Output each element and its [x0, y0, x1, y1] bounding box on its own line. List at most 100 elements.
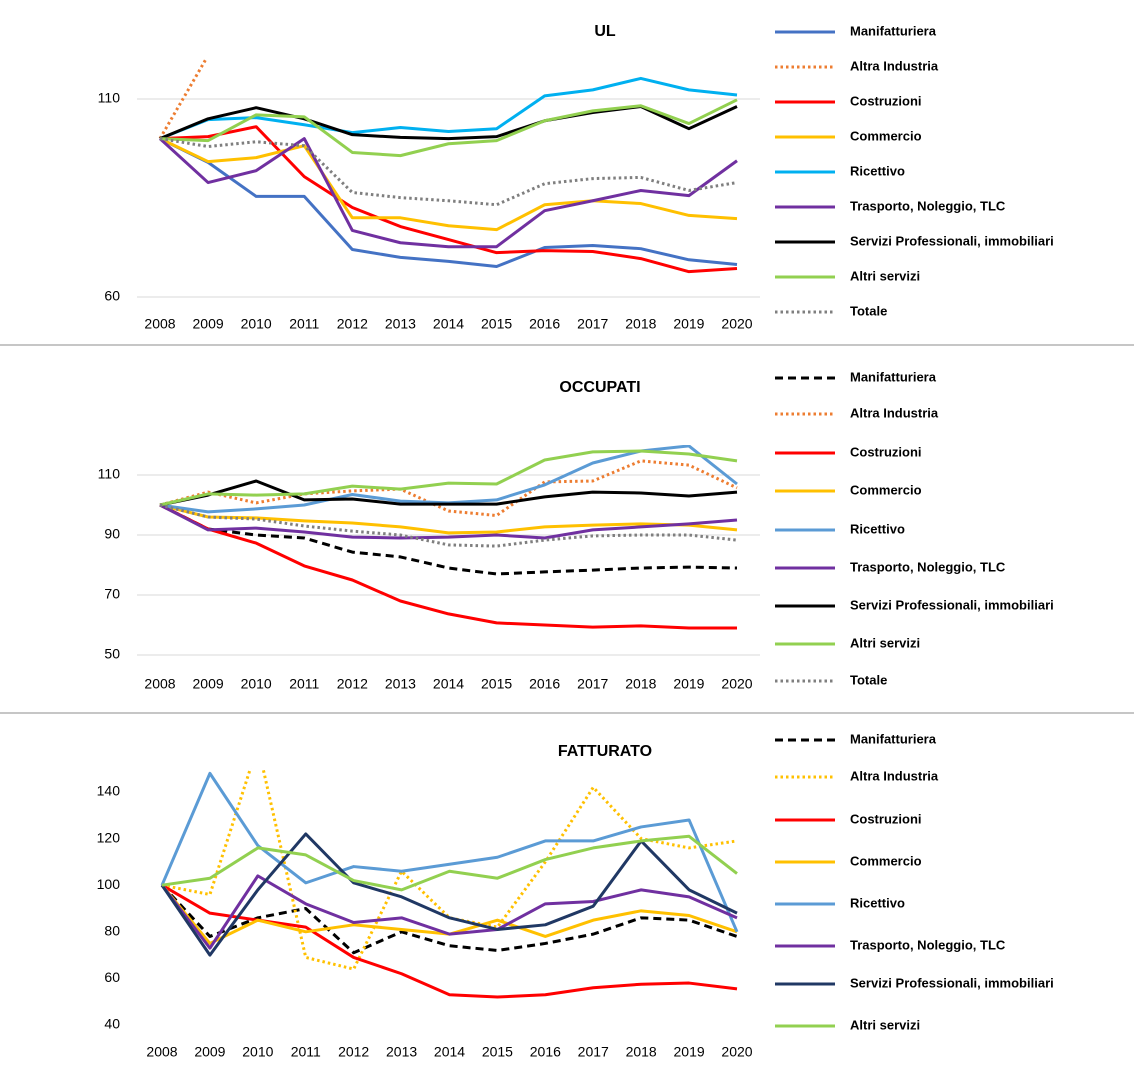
legend-label: Ricettivo [850, 521, 905, 536]
series-line [161, 834, 738, 892]
series-line [159, 137, 738, 232]
legend-label: Altra Industria [850, 405, 939, 420]
y-tick-label: 90 [104, 526, 120, 542]
legend-label: Servizi Professionali, immobiliari [850, 597, 1054, 612]
series-line [159, 125, 738, 274]
legend-label: Totale [850, 303, 887, 318]
legend-label: Commercio [850, 482, 922, 497]
x-tick-label: 2014 [434, 1044, 465, 1060]
x-tick-label: 2016 [529, 316, 560, 332]
legend-label: Altri servizi [850, 268, 920, 283]
series-line [160, 884, 738, 955]
legend-label: Costruzioni [850, 93, 922, 108]
x-tick-label: 2014 [433, 316, 464, 332]
legend-label: Altri servizi [850, 635, 920, 650]
legend-label: Costruzioni [850, 444, 922, 459]
series-line [158, 137, 738, 249]
series-line [159, 503, 737, 630]
y-tick-label: 140 [97, 783, 121, 799]
series-line [159, 105, 738, 141]
x-tick-label: 2020 [721, 676, 752, 692]
x-tick-label: 2014 [433, 676, 464, 692]
x-tick-label: 2008 [144, 676, 175, 692]
x-tick-label: 2015 [482, 1044, 513, 1060]
legend-label: Altri servizi [850, 1017, 920, 1032]
legend-label: Trasporto, Noleggio, TLC [850, 937, 1006, 952]
legend-label: Totale [850, 672, 887, 687]
x-tick-label: 2009 [193, 676, 224, 692]
x-tick-label: 2018 [625, 676, 656, 692]
x-tick-label: 2009 [194, 1044, 225, 1060]
x-tick-label: 2010 [241, 316, 272, 332]
chart-title: UL [594, 23, 616, 40]
legend-label: Altra Industria [850, 58, 939, 73]
x-tick-label: 2017 [577, 676, 608, 692]
series-line [160, 874, 738, 950]
y-tick-label: 100 [97, 876, 121, 892]
x-tick-label: 2008 [144, 316, 175, 332]
x-tick-label: 2011 [289, 676, 319, 692]
series-line [159, 503, 738, 535]
x-tick-label: 2018 [626, 1044, 657, 1060]
y-tick-label: 40 [104, 1016, 120, 1032]
legend-label: Costruzioni [850, 811, 922, 826]
x-tick-label: 2011 [289, 316, 319, 332]
y-tick-label: 50 [104, 646, 120, 662]
legend-label: Ricettivo [850, 163, 905, 178]
legend-label: Trasporto, Noleggio, TLC [850, 559, 1006, 574]
series-line [159, 459, 738, 517]
x-tick-label: 2012 [337, 676, 368, 692]
y-tick-label: 70 [104, 586, 120, 602]
x-tick-label: 2013 [386, 1044, 417, 1060]
y-tick-label: 60 [104, 969, 120, 985]
x-tick-label: 2019 [674, 1044, 705, 1060]
series-line [159, 137, 738, 269]
series-line [159, 479, 738, 507]
series-line [159, 503, 738, 548]
x-tick-label: 2013 [385, 316, 416, 332]
legend-label: Commercio [850, 128, 922, 143]
x-tick-label: 2017 [577, 316, 608, 332]
legend-label: Altra Industria [850, 768, 939, 783]
legend-label: Manifatturiera [850, 23, 937, 38]
legend-label: Ricettivo [850, 895, 905, 910]
series-line [159, 449, 738, 507]
x-tick-label: 2015 [481, 316, 512, 332]
legend-label: Manifatturiera [850, 369, 937, 384]
x-tick-label: 2019 [673, 316, 704, 332]
x-tick-label: 2018 [625, 316, 656, 332]
x-tick-label: 2020 [721, 316, 752, 332]
y-tick-label: 110 [98, 466, 121, 482]
series-line [159, 98, 738, 158]
x-tick-label: 2012 [338, 1044, 369, 1060]
x-tick-label: 2012 [337, 316, 368, 332]
legend-label: Servizi Professionali, immobiliari [850, 975, 1054, 990]
x-tick-label: 2010 [242, 1044, 273, 1060]
series-line [160, 832, 738, 957]
series-line [159, 503, 738, 540]
x-tick-label: 2008 [146, 1044, 177, 1060]
x-tick-label: 2013 [385, 676, 416, 692]
legend-label: Commercio [850, 853, 922, 868]
y-tick-label: 80 [104, 923, 120, 939]
legend-label: Servizi Professionali, immobiliari [850, 233, 1054, 248]
x-tick-label: 2009 [193, 316, 224, 332]
y-tick-label: 110 [98, 90, 121, 106]
y-tick-label: 60 [104, 288, 120, 304]
x-tick-label: 2020 [721, 1044, 752, 1060]
x-tick-label: 2016 [529, 676, 560, 692]
series-line [161, 768, 738, 971]
x-tick-label: 2019 [673, 676, 704, 692]
chart-title: FATTURATO [558, 743, 652, 760]
legend-label: Trasporto, Noleggio, TLC [850, 198, 1006, 213]
y-tick-label: 120 [97, 829, 121, 845]
series-line [160, 771, 739, 933]
x-tick-label: 2011 [291, 1044, 321, 1060]
x-tick-label: 2015 [481, 676, 512, 692]
x-tick-label: 2010 [241, 676, 272, 692]
series-line [159, 76, 738, 140]
series-line [159, 137, 738, 207]
chart-title: OCCUPATI [559, 379, 640, 396]
